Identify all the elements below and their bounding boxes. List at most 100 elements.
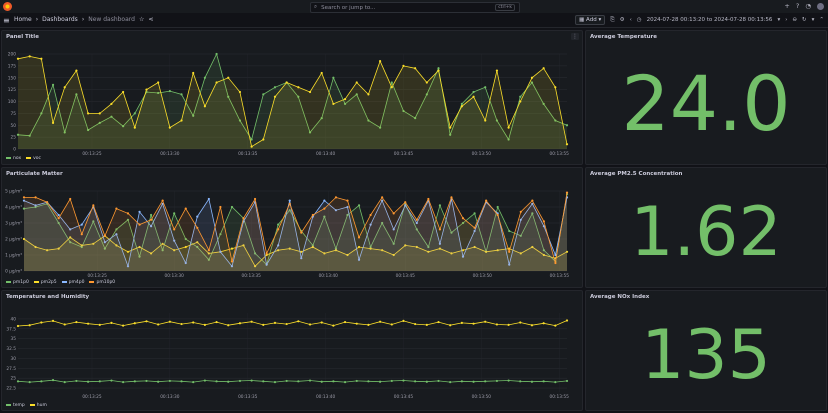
data-point-hum[interactable] [414, 322, 417, 326]
data-point-pm10p0[interactable] [473, 226, 476, 229]
data-point-pm1p0[interactable] [461, 221, 465, 225]
data-point-temp[interactable] [449, 381, 452, 384]
data-point-pm10p0[interactable] [173, 228, 176, 231]
data-point-pm2p5[interactable] [565, 250, 569, 253]
data-point-pm1p0[interactable] [92, 220, 95, 223]
data-point-nox[interactable] [320, 117, 323, 120]
data-point-pm4p0[interactable] [531, 202, 534, 205]
data-point-pm10p0[interactable] [461, 217, 465, 220]
data-point-pm1p0[interactable] [496, 205, 499, 209]
data-point-pm2p5[interactable] [450, 252, 453, 255]
data-point-hum[interactable] [449, 324, 452, 327]
data-point-pm2p5[interactable] [288, 247, 291, 250]
data-point-voc[interactable] [75, 69, 78, 72]
data-point-hum[interactable] [227, 324, 230, 327]
data-point-pm4p0[interactable] [346, 205, 349, 209]
data-point-pm1p0[interactable] [357, 204, 361, 207]
data-point-pm10p0[interactable] [392, 212, 395, 215]
data-point-pm10p0[interactable] [357, 236, 361, 239]
data-point-pm2p5[interactable] [230, 247, 234, 250]
data-point-pm1p0[interactable] [508, 229, 511, 233]
legend-item-pm2p5[interactable]: pm2p5 [33, 280, 57, 285]
data-point-pm2p5[interactable] [161, 242, 164, 245]
data-point-pm2p5[interactable] [242, 244, 245, 247]
data-point-voc[interactable] [215, 81, 218, 84]
data-point-pm10p0[interactable] [184, 207, 187, 210]
data-point-temp[interactable] [157, 380, 160, 383]
data-point-temp[interactable] [343, 381, 347, 384]
data-point-pm10p0[interactable] [34, 196, 37, 199]
data-point-hum[interactable] [390, 323, 393, 326]
data-point-nox[interactable] [40, 112, 43, 115]
data-point-voc[interactable] [98, 112, 101, 115]
data-point-voc[interactable] [28, 55, 31, 58]
data-point-pm10p0[interactable] [346, 199, 349, 202]
data-point-pm10p0[interactable] [508, 250, 511, 253]
data-point-hum[interactable] [238, 322, 242, 325]
data-point-hum[interactable] [40, 321, 43, 324]
data-point-voc[interactable] [554, 86, 557, 89]
data-point-pm10p0[interactable] [404, 201, 407, 204]
data-point-nox[interactable] [250, 138, 253, 141]
data-point-temp[interactable] [484, 380, 487, 383]
data-point-hum[interactable] [402, 319, 405, 322]
series-line-pm2p5[interactable] [23, 235, 568, 267]
data-point-pm4p0[interactable] [323, 199, 326, 202]
data-point-pm1p0[interactable] [34, 205, 37, 209]
data-point-pm1p0[interactable] [173, 212, 176, 215]
data-point-hum[interactable] [122, 324, 125, 327]
data-point-pm1p0[interactable] [196, 245, 199, 249]
data-point-temp[interactable] [203, 379, 206, 382]
data-point-pm4p0[interactable] [219, 250, 222, 253]
data-point-voc[interactable] [414, 67, 417, 70]
data-point-temp[interactable] [367, 380, 370, 383]
data-point-temp[interactable] [285, 379, 288, 383]
data-point-nox[interactable] [402, 109, 405, 113]
data-point-hum[interactable] [519, 321, 522, 324]
data-point-hum[interactable] [425, 323, 428, 326]
data-point-nox[interactable] [437, 67, 440, 70]
data-point-nox[interactable] [98, 121, 101, 124]
data-point-voc[interactable] [343, 98, 347, 101]
save-icon[interactable]: ⎘ [610, 16, 615, 23]
data-point-hum[interactable] [367, 323, 370, 326]
data-point-pm4p0[interactable] [415, 221, 418, 225]
data-point-pm4p0[interactable] [542, 225, 545, 228]
data-point-pm1p0[interactable] [381, 221, 384, 225]
data-point-nox[interactable] [273, 86, 277, 89]
data-point-pm2p5[interactable] [542, 253, 545, 257]
data-point-pm4p0[interactable] [357, 258, 361, 261]
series-line-temp[interactable] [17, 379, 568, 383]
refresh-interval-icon[interactable]: ▾ [811, 17, 815, 23]
data-point-pm10p0[interactable] [22, 196, 26, 199]
data-point-pm1p0[interactable] [253, 252, 257, 255]
data-point-pm10p0[interactable] [311, 213, 314, 217]
data-point-hum[interactable] [554, 324, 557, 327]
data-point-pm4p0[interactable] [173, 239, 176, 242]
series-line-pm10p0[interactable] [24, 192, 568, 264]
data-point-temp[interactable] [98, 380, 101, 383]
data-point-pm1p0[interactable] [369, 245, 372, 249]
data-point-nox[interactable] [157, 91, 160, 95]
data-point-temp[interactable] [332, 380, 335, 383]
data-point-hum[interactable] [98, 323, 101, 326]
data-point-pm4p0[interactable] [149, 225, 153, 228]
data-point-hum[interactable] [379, 320, 382, 323]
data-point-voc[interactable] [308, 90, 312, 94]
data-point-nox[interactable] [554, 119, 557, 122]
data-point-hum[interactable] [542, 322, 545, 325]
data-point-pm4p0[interactable] [196, 215, 199, 218]
data-point-pm10p0[interactable] [92, 204, 95, 207]
data-point-pm1p0[interactable] [473, 212, 476, 215]
data-point-nox[interactable] [507, 138, 510, 141]
data-point-pm10p0[interactable] [149, 218, 153, 221]
data-point-pm1p0[interactable] [103, 247, 106, 250]
data-point-pm4p0[interactable] [34, 204, 37, 207]
data-point-pm1p0[interactable] [138, 255, 141, 258]
data-point-hum[interactable] [215, 320, 218, 324]
data-point-pm10p0[interactable] [242, 217, 245, 220]
data-point-pm10p0[interactable] [531, 199, 534, 202]
data-point-pm1p0[interactable] [22, 207, 26, 210]
data-point-pm2p5[interactable] [138, 245, 141, 249]
data-point-temp[interactable] [542, 380, 545, 383]
